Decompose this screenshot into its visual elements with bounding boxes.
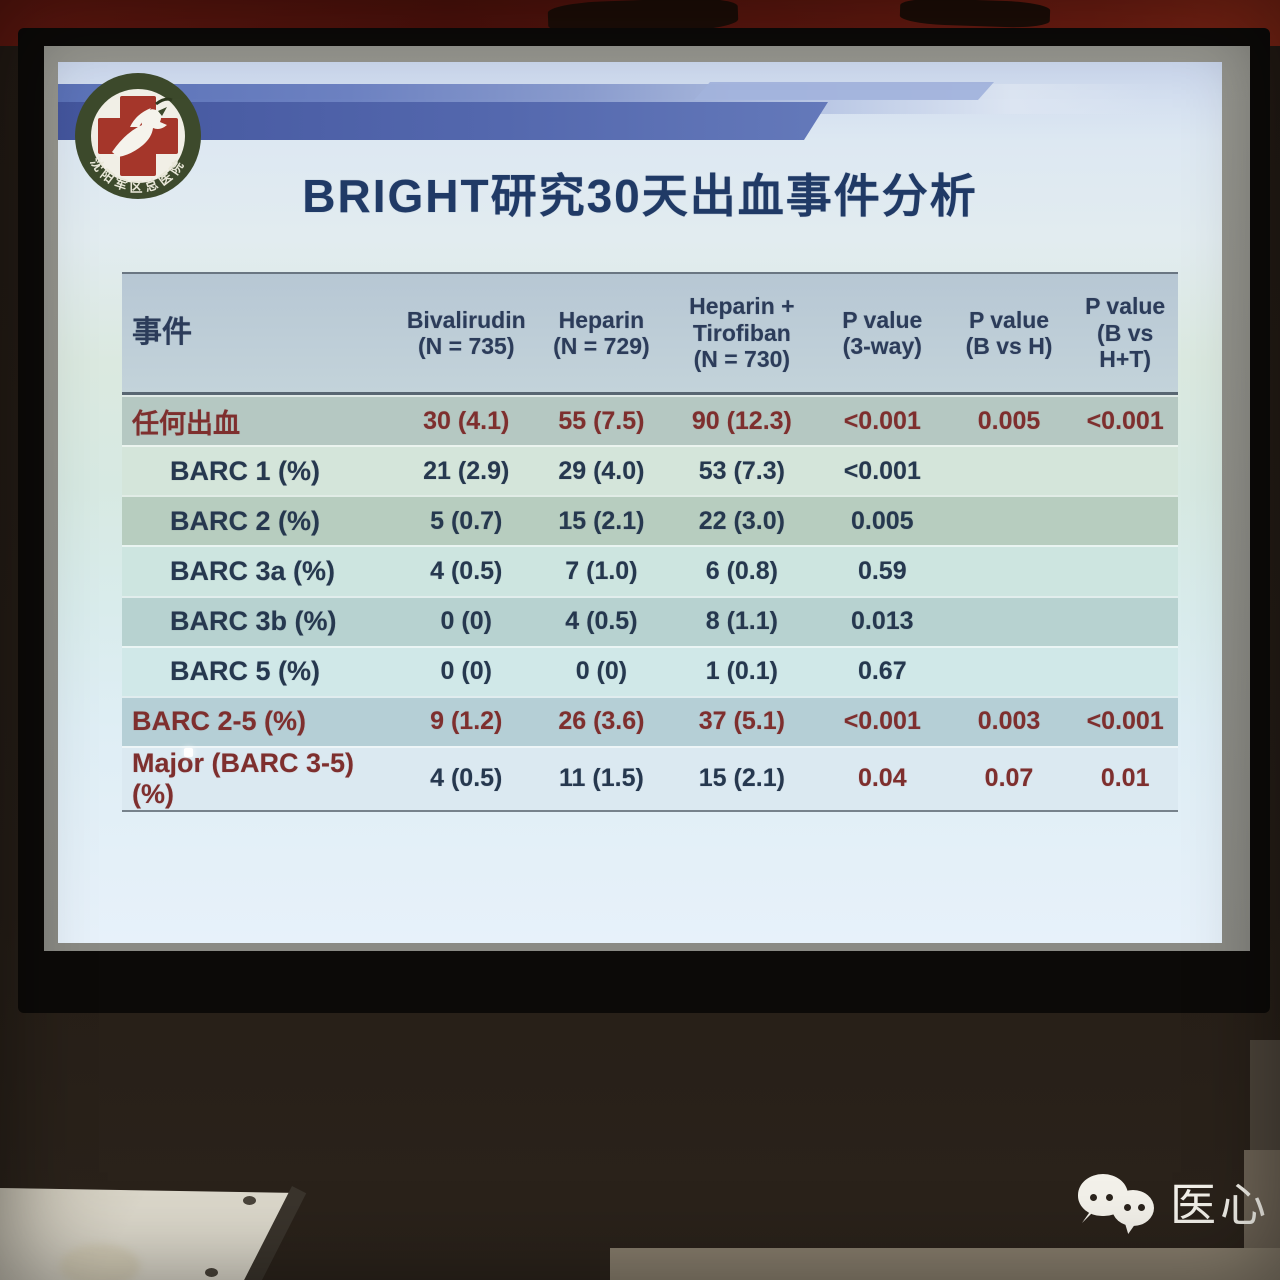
table-row: BARC 3b (%) 0 (0) 4 (0.5) 8 (1.1) 0.013: [122, 595, 1178, 646]
wall-shadow: [899, 0, 1051, 29]
column-header-pvalue-3way: P value (3-way): [842, 306, 923, 359]
table-cell: 26 (3.6): [558, 707, 645, 736]
wechat-eye: [1124, 1204, 1131, 1211]
table-row: BARC 1 (%) 21 (2.9) 29 (4.0) 53 (7.3) <0…: [122, 445, 1178, 496]
table-cell: 0.07: [984, 764, 1034, 793]
table-row: BARC 2-5 (%) 9 (1.2) 26 (3.6) 37 (5.1) <…: [122, 695, 1178, 746]
column-header-pvalue-bvht: P value (B vs H+T): [1085, 293, 1166, 373]
table-cell: 1 (0.1): [705, 657, 778, 686]
table-cell: 29 (4.0): [558, 456, 645, 485]
row-label: BARC 2-5 (%): [132, 706, 307, 737]
watermark: 医心: [1078, 1168, 1270, 1236]
table-cell: 55 (7.5): [558, 406, 645, 435]
table-row: BARC 2 (%) 5 (0.7) 15 (2.1) 22 (3.0) 0.0…: [122, 495, 1178, 546]
table-cell: 90 (12.3): [691, 406, 792, 435]
table-cell: 9 (1.2): [430, 707, 503, 736]
desk-screw: [243, 1196, 256, 1205]
table-cell: 0.013: [851, 607, 914, 636]
wechat-bubble-small: [1112, 1190, 1154, 1226]
table-cell: 0.005: [977, 406, 1041, 435]
column-header-pvalue-bvh: P value (B vs H): [965, 306, 1053, 359]
bleeding-events-table: 事件 Bivalirudin (N = 735) Heparin (N = 72…: [122, 272, 1178, 812]
table-cell: 11 (1.5): [559, 764, 644, 793]
slide-header-accent: [694, 82, 994, 100]
table-cell: 53 (7.3): [698, 456, 785, 485]
table-cell: 0.67: [857, 657, 907, 686]
table-header-row: 事件 Bivalirudin (N = 735) Heparin (N = 72…: [122, 272, 1178, 395]
table-cell: 0.003: [977, 707, 1041, 736]
row-label: BARC 5 (%): [170, 656, 321, 687]
table-cell: 0.01: [1100, 764, 1150, 793]
wechat-icon: [1078, 1168, 1156, 1236]
column-header-heparin: Heparin (N = 729): [553, 306, 650, 359]
row-label: Major (BARC 3-5) (%): [132, 747, 355, 809]
table-cell: 15 (2.1): [698, 764, 785, 793]
table-row: 任何出血 30 (4.1) 55 (7.5) 90 (12.3) <0.001 …: [122, 395, 1178, 446]
table-cell: 15 (2.1): [558, 506, 645, 535]
watermark-text: 医心: [1170, 1179, 1270, 1231]
table-row: Major (BARC 3-5) (%) 4 (0.5) 11 (1.5) 15…: [122, 745, 1178, 812]
row-label: BARC 3b (%): [170, 606, 337, 637]
table-cell: 5 (0.7): [430, 506, 503, 535]
table-cell: 4 (0.5): [430, 764, 503, 793]
table-cell: 4 (0.5): [565, 607, 638, 636]
column-header-heparin-tirofiban: Heparin + Tirofiban (N = 730): [689, 293, 795, 373]
table-cell: 0.04: [857, 764, 907, 793]
row-label: BARC 1 (%): [170, 455, 321, 486]
table-cell: 30 (4.1): [423, 406, 510, 435]
table-cell: <0.001: [1086, 707, 1164, 736]
table-cell: 8 (1.1): [705, 607, 778, 636]
slide: 沈阳军区总医院 BRIGHT研究30天出血事件分析 事件 Bivalirudin…: [58, 62, 1222, 943]
table-cell: <0.001: [843, 456, 921, 485]
table-cell: 0 (0): [440, 607, 492, 636]
table-cell: 0.005: [851, 506, 914, 535]
table-cell: 0 (0): [440, 657, 492, 686]
table-row: BARC 5 (%) 0 (0) 0 (0) 1 (0.1) 0.67: [122, 645, 1178, 696]
table-cell: 7 (1.0): [565, 556, 638, 585]
table-cell: <0.001: [843, 707, 921, 736]
table-row: BARC 3a (%) 4 (0.5) 7 (1.0) 6 (0.8) 0.59: [122, 545, 1178, 596]
column-header-bivalirudin: Bivalirudin (N = 735): [406, 306, 526, 359]
table-cell: <0.001: [1086, 406, 1164, 435]
dove-icon: [112, 109, 167, 157]
hospital-logo: 沈阳军区总医院: [75, 73, 201, 199]
desk-stain: [60, 1244, 140, 1280]
column-header-event: 事件: [132, 315, 192, 349]
wechat-eye: [1138, 1204, 1145, 1211]
floor-strip: [610, 1248, 1280, 1280]
row-label: 任何出血: [132, 408, 240, 439]
table-cell: 21 (2.9): [423, 456, 510, 485]
row-label: BARC 3a (%): [170, 555, 336, 586]
table-cell: 22 (3.0): [698, 506, 785, 535]
row-label: BARC 2 (%): [170, 505, 321, 536]
pointer-dot: [184, 748, 193, 757]
table-cell: 37 (5.1): [698, 707, 785, 736]
desk-screw: [205, 1268, 218, 1277]
table-cell: 0 (0): [575, 657, 628, 686]
slide-title: BRIGHT研究30天出血事件分析: [302, 170, 978, 222]
table-cell: 0.59: [857, 556, 907, 585]
table-cell: 4 (0.5): [430, 556, 503, 585]
table-cell: 6 (0.8): [705, 556, 778, 585]
table-cell: <0.001: [843, 406, 921, 435]
